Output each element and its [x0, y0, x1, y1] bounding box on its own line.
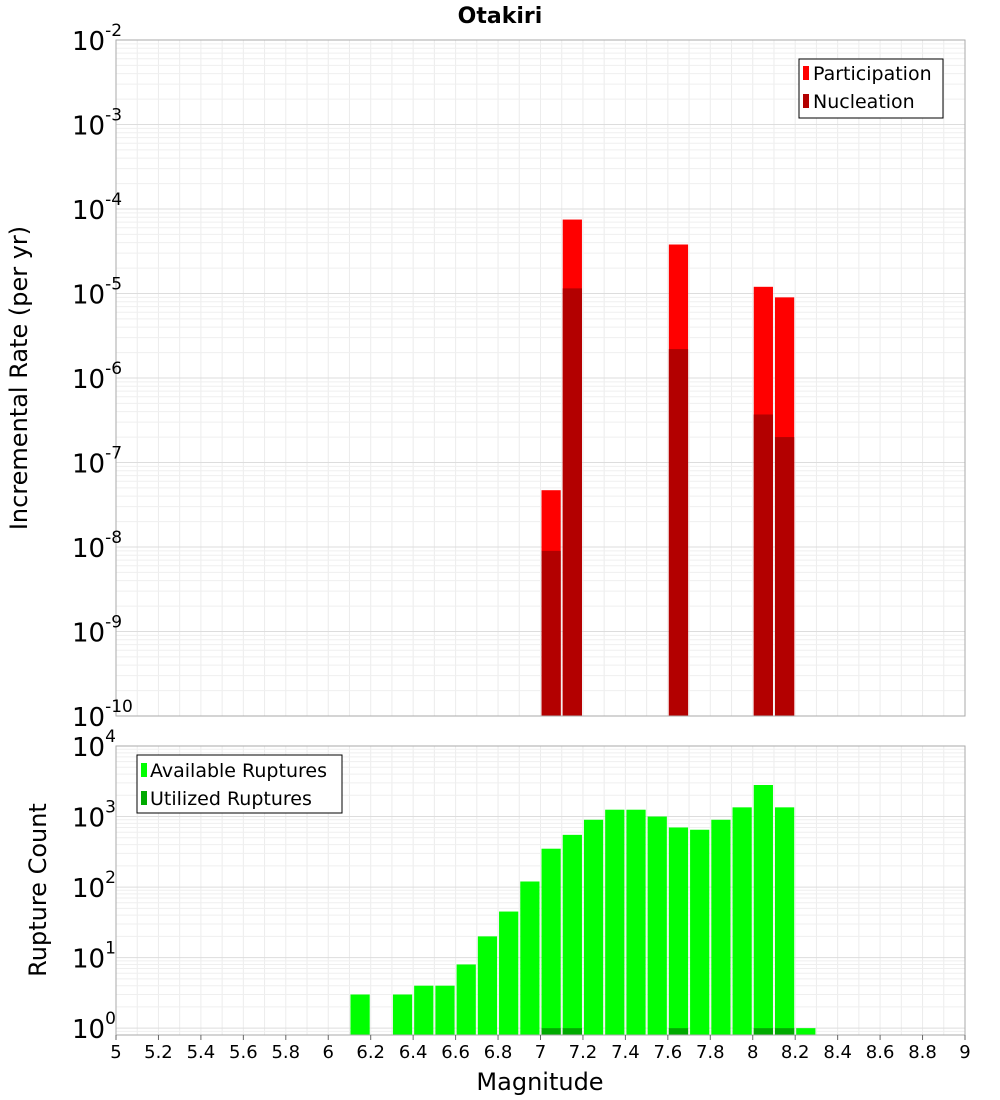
rate-plot-border [115, 39, 966, 717]
bar-available-ruptures [626, 809, 646, 1035]
bar-available-ruptures [668, 827, 689, 1035]
y-tick-label: 10-7 [72, 444, 122, 480]
legend-label-utilized: Utilized Ruptures [150, 788, 312, 810]
y-tick-label: 100 [72, 1009, 116, 1045]
bar-nucleation [753, 414, 773, 716]
x-tick-label: 5 [110, 1042, 121, 1063]
bar-available-ruptures [499, 911, 519, 1035]
x-tick-label: 8.4 [823, 1042, 852, 1063]
bar-utilized-ruptures [668, 1028, 689, 1035]
legend-label-participation: Participation [813, 63, 932, 85]
bar-nucleation [668, 349, 689, 716]
bar-nucleation [562, 288, 582, 716]
y-tick-label: 104 [72, 727, 116, 763]
count-bars [350, 784, 816, 1035]
bar-utilized-ruptures [562, 1028, 582, 1035]
bar-utilized-ruptures [753, 1028, 773, 1035]
bar-available-ruptures [690, 829, 710, 1035]
bar-available-ruptures [392, 994, 413, 1035]
x-tick-label: 8.8 [908, 1042, 937, 1063]
bar-available-ruptures [774, 807, 795, 1035]
x-tick-label: 8.2 [781, 1042, 810, 1063]
x-tick-label: 6.8 [484, 1042, 513, 1063]
count-chart: 100 101 102 103 104 5 5.2 5.4 5.6 5.8 6 6.2 6.4 6.6 6… [24, 727, 971, 1096]
y-tick-label: 10-6 [72, 359, 122, 395]
y-tick-label: 10-4 [72, 190, 122, 226]
bar-available-ruptures [583, 819, 604, 1035]
bar-utilized-ruptures [774, 1028, 795, 1035]
bar-available-ruptures [477, 936, 498, 1035]
bar-available-ruptures [435, 985, 455, 1035]
bar-nucleation [541, 550, 561, 716]
y-tick-label: 10-8 [72, 528, 122, 564]
x-tick-label: 9 [959, 1042, 970, 1063]
legend-label-available: Available Ruptures [150, 760, 327, 782]
count-legend: Available Ruptures Utilized Ruptures [136, 754, 343, 814]
rate-legend-box [798, 58, 944, 119]
legend-label-nucleation: Nucleation [813, 91, 915, 113]
legend-swatch-available [141, 763, 147, 777]
bar-available-ruptures [562, 834, 582, 1035]
x-tick-label: 7 [535, 1042, 546, 1063]
y-tick-label: 10-3 [72, 106, 122, 142]
y-tick-label: 10-9 [72, 613, 122, 649]
x-tick-label: 5.4 [187, 1042, 216, 1063]
bar-nucleation [774, 437, 795, 716]
rate-legend: Participation Nucleation [798, 58, 944, 119]
bar-available-ruptures [647, 816, 667, 1035]
bar-available-ruptures [350, 994, 370, 1035]
x-tick-label: 5.2 [144, 1042, 173, 1063]
count-y-axis-label: Rupture Count [24, 803, 52, 977]
chart-title: Otakiri [458, 4, 543, 29]
count-legend-box [136, 754, 343, 814]
x-tick-label: 8.6 [866, 1042, 895, 1063]
x-tick-label: 7.4 [611, 1042, 640, 1063]
x-tick-label: 6 [323, 1042, 334, 1063]
bar-available-ruptures [414, 985, 434, 1035]
bar-available-ruptures [520, 881, 540, 1035]
rate-y-axis-label: Incremental Rate (per yr) [5, 226, 33, 530]
x-tick-label: 6.4 [399, 1042, 428, 1063]
bar-available-ruptures [541, 848, 561, 1035]
y-tick-label: 103 [72, 798, 116, 834]
count-y-ticks: 100 101 102 103 104 [72, 727, 116, 1045]
y-tick-label: 10-10 [72, 697, 133, 733]
x-tick-label: 8 [747, 1042, 758, 1063]
legend-swatch-utilized [141, 791, 147, 805]
legend-swatch-participation [803, 66, 809, 80]
count-x-ticks: 5 5.2 5.4 5.6 5.8 6 6.2 6.4 6.6 6.8 7 7.2 7.4 7.6 7.8 8… [110, 1035, 971, 1063]
bar-available-ruptures [732, 807, 752, 1035]
rate-chart: Otakiri 10-10 10-9 10-8 10-7 10-6 10-5 10-4 10-… [5, 4, 966, 733]
bar-available-ruptures [456, 964, 476, 1035]
y-tick-label: 10-2 [72, 21, 122, 57]
y-tick-label: 101 [72, 939, 116, 975]
y-tick-label: 10-5 [72, 275, 122, 311]
x-tick-label: 6.6 [441, 1042, 470, 1063]
bar-available-ruptures [753, 784, 773, 1035]
x-tick-label: 5.6 [229, 1042, 258, 1063]
bar-available-ruptures [605, 809, 625, 1035]
rate-grid [115, 39, 966, 717]
rate-bars [541, 219, 795, 717]
x-tick-label: 7.6 [654, 1042, 683, 1063]
y-tick-label: 102 [72, 868, 116, 904]
bar-available-ruptures [796, 1028, 816, 1035]
x-tick-label: 7.2 [569, 1042, 598, 1063]
x-tick-label: 6.2 [356, 1042, 385, 1063]
bar-available-ruptures [711, 819, 731, 1035]
x-tick-label: 7.8 [696, 1042, 725, 1063]
bar-utilized-ruptures [541, 1028, 561, 1035]
x-tick-label: 5.8 [271, 1042, 300, 1063]
legend-swatch-nucleation [803, 94, 809, 108]
x-axis-label: Magnitude [476, 1068, 603, 1096]
